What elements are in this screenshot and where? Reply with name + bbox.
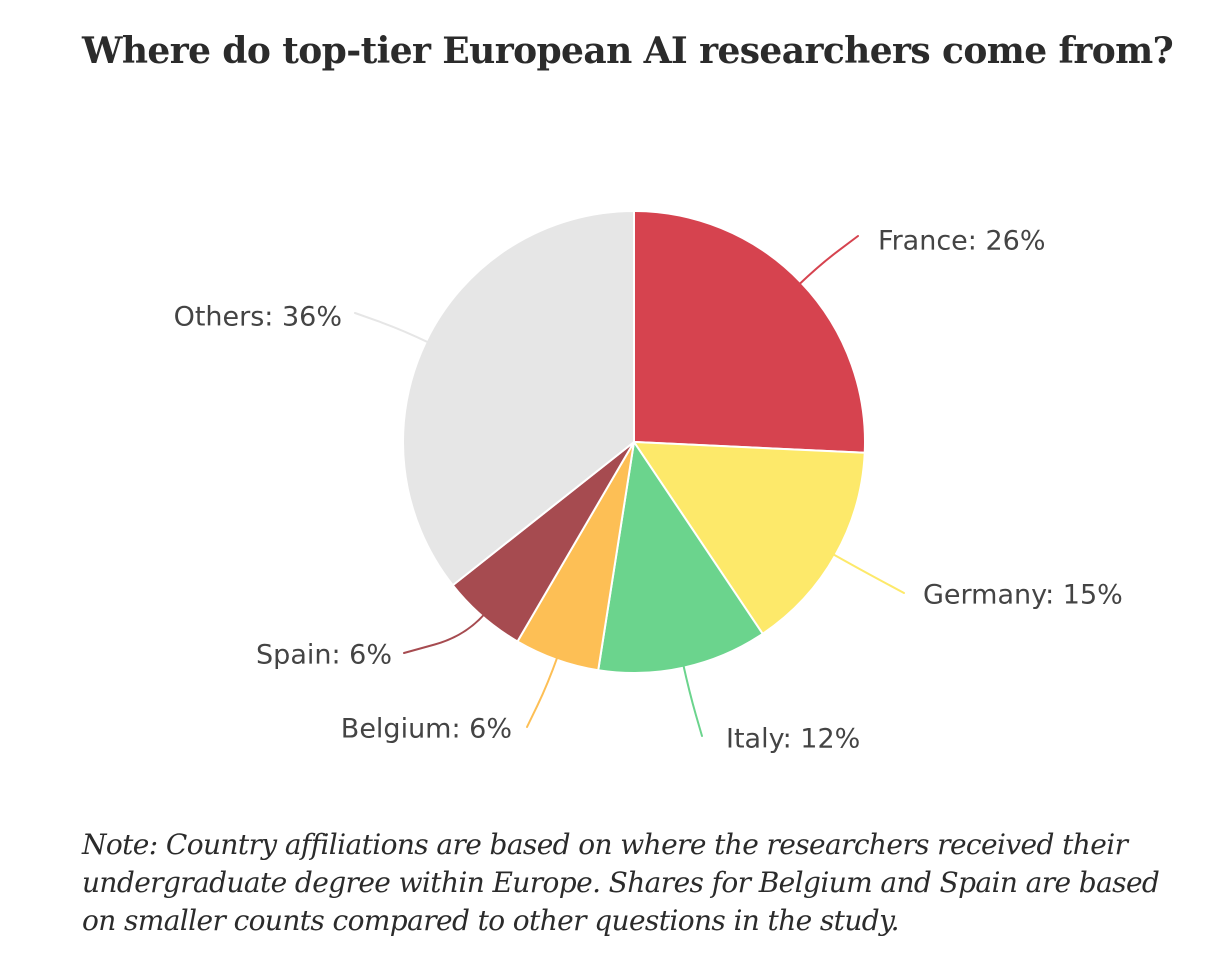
- leader-line-spain: [403, 612, 487, 654]
- pie-chart-svg: France: 26% Germany: 15% Italy: 12% Belgium…: [174, 210, 1123, 755]
- slice-label-belgium: Belgium: 6%: [341, 714, 512, 745]
- leader-line-others: [354, 312, 431, 345]
- slice-label-italy: Italy: 12%: [726, 724, 860, 755]
- pie-chart: France: 26% Germany: 15% Italy: 12% Belgium…: [174, 210, 1123, 755]
- leader-line-belgium: [526, 654, 559, 728]
- leader-line-italy: [682, 662, 703, 737]
- slice-label-germany: Germany: 15%: [923, 580, 1123, 611]
- leader-line-france: [797, 235, 859, 287]
- label-leader-lines: [354, 235, 905, 737]
- pie-slices: [402, 210, 866, 674]
- footnote: Note: Country affiliations are based on …: [82, 828, 1160, 937]
- pie-slice-france: [633, 210, 866, 454]
- slice-label-spain: Spain: 6%: [256, 640, 392, 671]
- slice-labels: France: 26% Germany: 15% Italy: 12% Belgium…: [174, 226, 1123, 755]
- slice-label-others: Others: 36%: [174, 302, 342, 333]
- chart-title: Where do top-tier European AI researcher…: [82, 30, 1174, 72]
- leader-line-germany: [830, 552, 905, 594]
- slice-label-france: France: 26%: [878, 226, 1045, 257]
